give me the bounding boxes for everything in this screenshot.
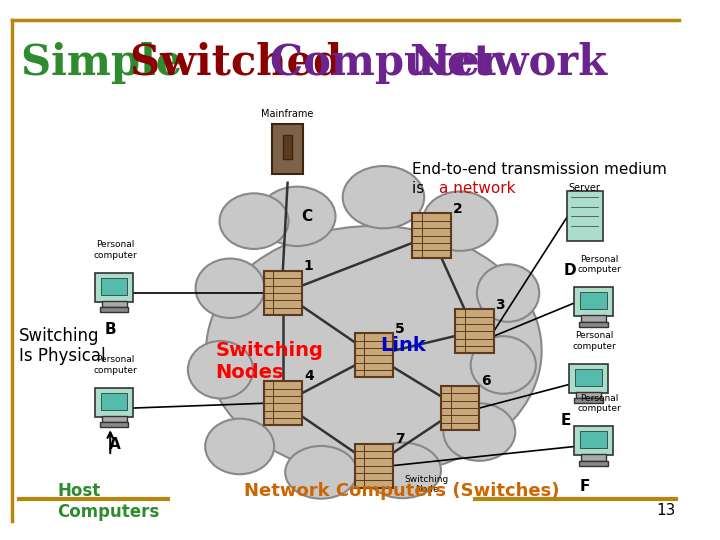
FancyBboxPatch shape: [567, 191, 603, 241]
FancyBboxPatch shape: [99, 422, 128, 427]
Text: 7: 7: [395, 432, 405, 445]
Ellipse shape: [444, 403, 516, 461]
Ellipse shape: [220, 193, 289, 249]
FancyBboxPatch shape: [99, 307, 128, 312]
Text: Computer: Computer: [269, 42, 516, 84]
Ellipse shape: [205, 418, 274, 474]
Text: is: is: [413, 181, 429, 196]
Text: 13: 13: [657, 503, 676, 518]
FancyBboxPatch shape: [579, 461, 608, 465]
Text: 5: 5: [395, 321, 405, 335]
Ellipse shape: [343, 166, 424, 228]
Text: Personal
computer: Personal computer: [93, 240, 137, 260]
Text: 3: 3: [495, 298, 505, 312]
FancyBboxPatch shape: [441, 386, 480, 430]
FancyBboxPatch shape: [575, 426, 613, 455]
FancyBboxPatch shape: [581, 315, 606, 322]
Ellipse shape: [258, 187, 336, 246]
FancyBboxPatch shape: [102, 416, 127, 422]
Text: 4: 4: [304, 369, 314, 383]
FancyBboxPatch shape: [413, 213, 451, 258]
Text: Switching
Nodes: Switching Nodes: [216, 341, 323, 382]
Text: a network: a network: [439, 181, 516, 196]
FancyBboxPatch shape: [576, 392, 601, 399]
Text: C: C: [301, 209, 312, 224]
FancyBboxPatch shape: [575, 399, 603, 403]
FancyBboxPatch shape: [272, 124, 303, 174]
FancyBboxPatch shape: [580, 292, 607, 309]
FancyBboxPatch shape: [95, 273, 133, 302]
Ellipse shape: [285, 446, 357, 498]
Text: 6: 6: [481, 374, 491, 388]
Text: F: F: [580, 479, 590, 494]
FancyBboxPatch shape: [95, 388, 133, 417]
Text: Simple: Simple: [21, 42, 197, 84]
Text: B: B: [104, 322, 116, 337]
FancyBboxPatch shape: [101, 278, 127, 295]
Text: D: D: [564, 264, 577, 279]
FancyBboxPatch shape: [102, 301, 127, 307]
FancyBboxPatch shape: [101, 393, 127, 410]
Text: Server: Server: [569, 183, 600, 193]
Text: Host
Computers: Host Computers: [58, 482, 160, 521]
Text: Switched: Switched: [130, 42, 356, 84]
Text: Switching
Is Physical: Switching Is Physical: [19, 327, 106, 366]
FancyBboxPatch shape: [355, 443, 393, 488]
Ellipse shape: [196, 259, 264, 318]
Text: A: A: [109, 437, 121, 452]
Ellipse shape: [471, 336, 536, 394]
FancyBboxPatch shape: [455, 309, 494, 354]
Text: Network Computers (Switches): Network Computers (Switches): [245, 482, 560, 500]
Ellipse shape: [364, 443, 441, 498]
FancyBboxPatch shape: [575, 369, 602, 386]
Text: Network: Network: [410, 42, 608, 84]
Text: Personal
computer: Personal computer: [577, 394, 621, 413]
FancyBboxPatch shape: [579, 322, 608, 327]
FancyBboxPatch shape: [570, 364, 608, 393]
Text: Personal
computer: Personal computer: [93, 355, 137, 375]
Ellipse shape: [188, 341, 253, 399]
Ellipse shape: [477, 264, 539, 322]
Text: 1: 1: [304, 259, 314, 273]
Ellipse shape: [206, 226, 541, 475]
Text: 2: 2: [452, 201, 462, 215]
FancyBboxPatch shape: [264, 381, 302, 426]
FancyBboxPatch shape: [264, 271, 302, 315]
Ellipse shape: [423, 191, 498, 251]
Text: Personal
computer: Personal computer: [577, 254, 621, 274]
Text: Link: Link: [379, 336, 426, 355]
FancyBboxPatch shape: [355, 333, 393, 377]
FancyBboxPatch shape: [575, 287, 613, 316]
FancyBboxPatch shape: [581, 454, 606, 461]
FancyBboxPatch shape: [580, 431, 607, 448]
Text: E: E: [560, 413, 571, 428]
Text: Mainframe: Mainframe: [261, 109, 314, 119]
FancyBboxPatch shape: [283, 135, 292, 159]
Text: Personal
computer: Personal computer: [572, 331, 616, 350]
Text: End-to-end transmission medium: End-to-end transmission medium: [413, 161, 667, 177]
Text: Switching
Node: Switching Node: [405, 475, 449, 495]
